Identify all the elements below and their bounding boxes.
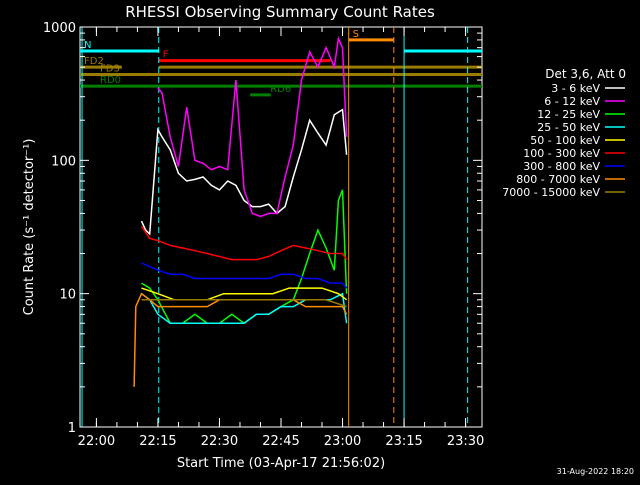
x-tick-label: 23:30 <box>447 434 484 449</box>
flag-label: F <box>163 50 169 61</box>
series-line <box>141 299 347 308</box>
legend-label: 25 - 50 keV <box>537 121 600 134</box>
x-tick-label: 22:15 <box>139 434 176 449</box>
flag-label: RD0 <box>100 75 121 86</box>
y-tick-label: 10 <box>59 288 76 303</box>
flag-label: FD2 <box>84 56 104 67</box>
flag-label: N <box>84 40 91 51</box>
y-axis-label: Count Rate (s⁻¹ detector⁻¹) <box>22 139 37 316</box>
legend-label: 12 - 25 keV <box>537 108 600 121</box>
legend-label: 50 - 100 keV <box>530 134 600 147</box>
series-line <box>157 35 348 218</box>
y-axis-ticks: 1 10 100 1000 <box>43 21 482 436</box>
x-tick-label: 23:00 <box>324 434 361 449</box>
flag-label: RD6 <box>270 84 291 95</box>
x-axis-label: Start Time (03-Apr-17 21:56:02) <box>177 456 385 471</box>
series-line <box>140 225 348 261</box>
flag-label: FD3 <box>100 64 120 75</box>
series-line <box>133 292 348 387</box>
legend-label: 100 - 300 keV <box>523 147 600 160</box>
series-line <box>141 287 348 301</box>
x-tick-label: 22:00 <box>78 434 115 449</box>
chart-title: RHESSI Observing Summary Count Rates <box>125 3 435 21</box>
legend-label: 800 - 7000 keV <box>516 173 600 186</box>
x-tick-label: 23:15 <box>385 434 422 449</box>
legend-title: Det 3,6, Att 0 <box>545 67 626 81</box>
x-axis-ticks: 22:00 22:15 22:30 22:45 23:00 23:15 23:30 <box>78 27 484 449</box>
x-tick-label: 22:30 <box>201 434 238 449</box>
series-line <box>141 189 348 325</box>
footer-date: 31-Aug-2022 18:20 <box>557 467 634 476</box>
series-lines <box>133 35 348 387</box>
y-tick-label: 1000 <box>43 21 76 36</box>
series-line <box>141 262 348 289</box>
legend-label: 3 - 6 keV <box>551 82 600 95</box>
legend-label: 300 - 800 keV <box>523 160 600 173</box>
x-tick-label: 22:45 <box>262 434 299 449</box>
legend-label: 6 - 12 keV <box>544 95 600 108</box>
vertical-markers <box>81 27 469 427</box>
flag-label: S <box>353 29 359 40</box>
legend-label: 7000 - 15000 keV <box>502 186 600 199</box>
y-tick-label: 1 <box>68 421 76 436</box>
series-line <box>141 292 348 324</box>
y-tick-label: 100 <box>51 154 76 169</box>
series-line <box>140 108 348 236</box>
